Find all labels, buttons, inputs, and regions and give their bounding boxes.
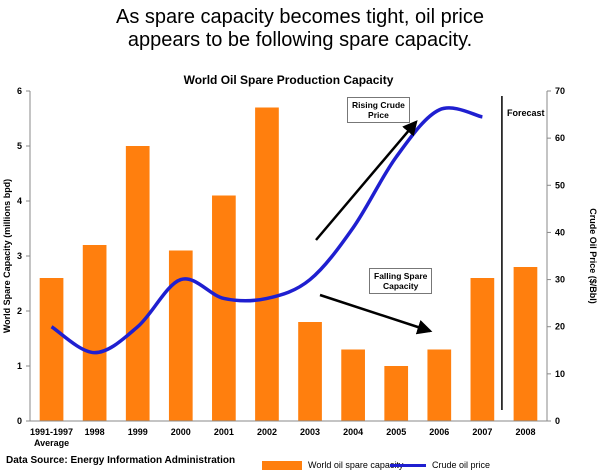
x-tick-label: 2006 — [429, 427, 449, 437]
headline-line-2: appears to be following spare capacity. — [127, 29, 473, 51]
bar — [212, 195, 236, 421]
legend-item-crude-price: Crude oil price — [390, 460, 490, 470]
data-source: Data Source: Energy Information Administ… — [6, 455, 236, 466]
chart-title: World Oil Spare Production Capacity — [184, 73, 394, 87]
rising-arrow — [315, 120, 418, 241]
bar — [470, 278, 495, 421]
bar — [427, 349, 452, 421]
x-tick-label: 2000 — [171, 427, 191, 437]
right-tick-label: 20 — [555, 322, 565, 332]
right-tick-label: 30 — [555, 275, 565, 285]
x-tick-label: 2001 — [214, 427, 234, 437]
right-tick-label: 10 — [555, 369, 565, 379]
legend-line-swatch — [390, 463, 426, 467]
bar — [82, 245, 107, 421]
bar — [255, 107, 279, 421]
x-tick-label: 2004 — [343, 427, 363, 437]
bar — [125, 146, 150, 421]
right-tick-label: 50 — [555, 180, 565, 190]
bar — [168, 250, 193, 421]
right-tick-label: 60 — [555, 133, 565, 143]
falling-annotation-line-1: Falling Spare — [374, 271, 428, 281]
legend-item-spare-capacity: World oil spare capacity — [262, 460, 403, 470]
headline-line-1: As spare capacity becomes tight, oil pri… — [116, 6, 484, 28]
left-tick-label: 2 — [17, 306, 22, 316]
x-tick-label: 2005 — [386, 427, 406, 437]
x-tick-label: 2002 — [257, 427, 277, 437]
forecast-label: Forecast — [507, 108, 545, 118]
bar — [298, 322, 322, 421]
left-tick-label: 1 — [17, 361, 22, 371]
left-tick-label: 6 — [17, 86, 22, 96]
x-tick-label: 2003 — [300, 427, 320, 437]
x-tick-label: Average — [34, 438, 69, 448]
x-tick-label: 1998 — [85, 427, 105, 437]
legend-label-spare-capacity: World oil spare capacity — [308, 460, 404, 470]
falling-capacity-annotation: Falling Spare Capacity — [369, 268, 433, 294]
legend-label-crude-price: Crude oil price — [432, 460, 491, 470]
right-tick-label: 40 — [555, 227, 565, 237]
left-tick-label: 4 — [17, 196, 22, 206]
rising-annotation-line-2: Price — [368, 110, 389, 120]
x-tick-label: 1991-1997 — [30, 427, 73, 437]
headline: As spare capacity becomes tight, oil pri… — [0, 6, 600, 52]
left-tick-label: 0 — [17, 416, 22, 426]
left-tick-label: 3 — [17, 251, 22, 261]
right-tick-label: 0 — [555, 416, 560, 426]
bar — [341, 349, 365, 421]
legend-bar-swatch — [262, 460, 302, 470]
x-tick-label: 2007 — [472, 427, 492, 437]
falling-annotation-line-2: Capacity — [382, 281, 419, 291]
falling-arrow — [319, 293, 433, 335]
x-tick-label: 2008 — [515, 427, 535, 437]
x-tick-label: 1999 — [128, 427, 148, 437]
left-tick-label: 5 — [17, 141, 22, 151]
right-tick-label: 70 — [555, 86, 565, 96]
rising-annotation-line-1: Rising Crude — [352, 100, 405, 110]
bar — [384, 366, 409, 421]
crude-price-line — [50, 106, 483, 355]
y2-axis-label: Crude Oil Price ($/Bbl) — [588, 208, 598, 304]
bar — [513, 267, 538, 421]
bar — [39, 278, 64, 421]
rising-price-annotation: Rising Crude Price — [347, 97, 410, 123]
y-axis-label: World Spare Capacity (millions bpd) — [2, 179, 12, 333]
